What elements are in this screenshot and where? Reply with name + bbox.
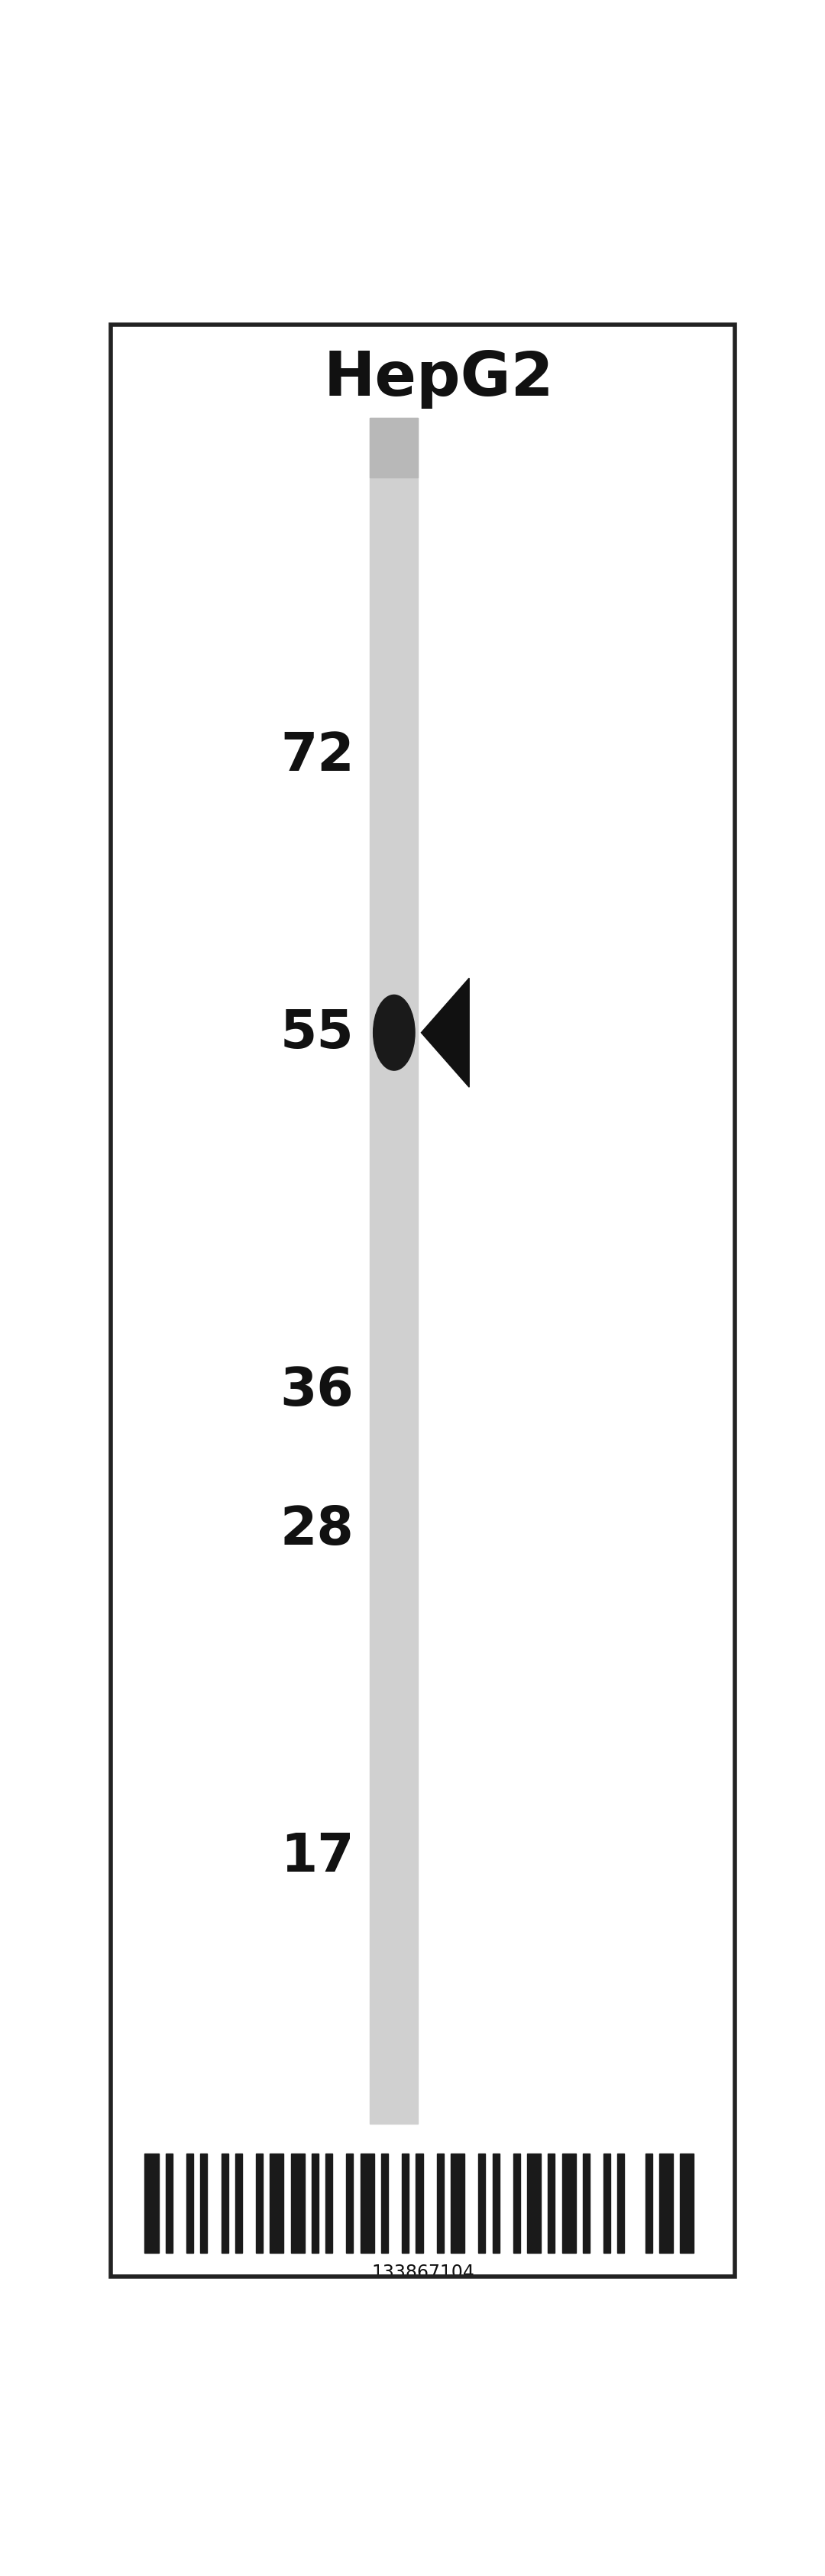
Ellipse shape xyxy=(373,994,415,1072)
Text: HepG2: HepG2 xyxy=(323,348,554,410)
Bar xyxy=(402,2154,409,2254)
Bar xyxy=(235,2154,242,2254)
Bar xyxy=(604,2154,610,2254)
Bar xyxy=(370,417,418,2125)
Bar xyxy=(326,2154,332,2254)
Bar xyxy=(370,417,418,477)
Bar xyxy=(144,2154,158,2254)
Text: 17: 17 xyxy=(280,1832,354,1883)
Bar xyxy=(645,2154,653,2254)
Bar xyxy=(346,2154,353,2254)
Bar xyxy=(493,2154,499,2254)
Text: 28: 28 xyxy=(280,1504,354,1553)
Text: 55: 55 xyxy=(280,1007,354,1059)
Polygon shape xyxy=(422,979,469,1087)
Bar xyxy=(416,2154,423,2254)
Bar xyxy=(617,2154,625,2254)
Bar xyxy=(450,2154,464,2254)
Bar xyxy=(381,2154,388,2254)
Bar xyxy=(478,2154,485,2254)
Bar xyxy=(562,2154,576,2254)
Bar xyxy=(221,2154,229,2254)
Text: 36: 36 xyxy=(280,1365,354,1417)
Text: 72: 72 xyxy=(280,729,354,781)
Bar xyxy=(200,2154,207,2254)
Bar xyxy=(256,2154,263,2254)
Bar xyxy=(361,2154,375,2254)
Bar xyxy=(290,2154,304,2254)
Bar xyxy=(582,2154,590,2254)
Bar xyxy=(186,2154,193,2254)
Bar xyxy=(312,2154,318,2254)
Bar xyxy=(527,2154,541,2254)
Bar xyxy=(513,2154,520,2254)
Bar xyxy=(659,2154,673,2254)
Bar xyxy=(680,2154,694,2254)
Text: 133867104: 133867104 xyxy=(371,2262,474,2282)
Bar xyxy=(548,2154,555,2254)
Bar xyxy=(166,2154,172,2254)
Bar xyxy=(436,2154,444,2254)
Bar xyxy=(270,2154,284,2254)
